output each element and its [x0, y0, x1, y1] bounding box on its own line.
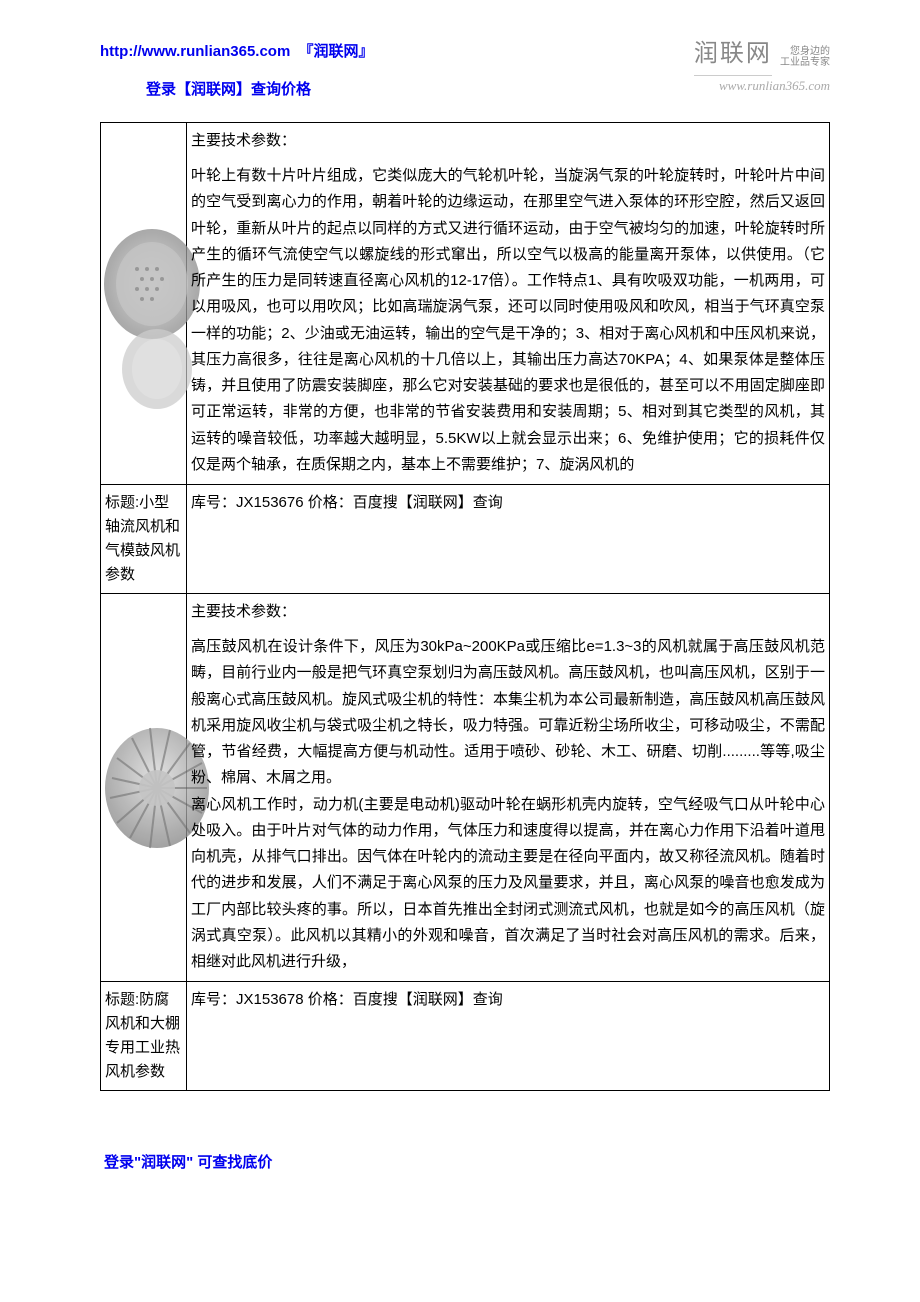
table-row: 主要技术参数： 叶轮上有数十片叶片组成，它类似庞大的气轮机叶轮，当旋涡气泵的叶轮… — [101, 123, 830, 485]
item-title: 标题:防腐风机和大棚专用工业热风机参数 — [105, 991, 180, 1080]
item-sku-price: 库号：JX153676 价格：百度搜【润联网】查询 — [191, 494, 503, 511]
left-cell-title: 标题:小型轴流风机和气模鼓风机参数 — [101, 485, 187, 594]
table-row: 标题:小型轴流风机和气模鼓风机参数 库号：JX153676 价格：百度搜【润联网… — [101, 485, 830, 594]
table-row: 主要技术参数： 高压鼓风机在设计条件下，风压为30kPa~200KPa或压缩比e… — [101, 594, 830, 982]
content-cell: 主要技术参数： 高压鼓风机在设计条件下，风压为30kPa~200KPa或压缩比e… — [187, 594, 830, 982]
left-cell-title: 标题:防腐风机和大棚专用工业热风机参数 — [101, 982, 187, 1091]
login-link[interactable]: 登录【润联网】查询价格 — [146, 78, 311, 102]
body-text: 叶轮上有数十片叶片组成，它类似庞大的气轮机叶轮，当旋涡气泵的叶轮旋转时，叶轮叶片… — [191, 163, 825, 478]
logo-url-text: www.runlian365.com — [694, 76, 830, 97]
page-header: http://www.runlian365.com 『润联网』 登录【润联网】查… — [100, 40, 830, 102]
content-cell: 主要技术参数： 叶轮上有数十片叶片组成，它类似庞大的气轮机叶轮，当旋涡气泵的叶轮… — [187, 123, 830, 485]
site-url-link[interactable]: http://www.runlian365.com — [100, 43, 290, 60]
logo-area: 润联网 您身边的工业品专家 www.runlian365.com — [694, 35, 830, 97]
item-sku-price: 库号：JX153678 价格：百度搜【润联网】查询 — [191, 991, 503, 1008]
site-name: 『润联网』 — [298, 43, 373, 60]
logo-main-text: 润联网 — [694, 35, 772, 76]
logo-sub-text: 您身边的工业品专家 — [780, 46, 830, 68]
table-row: 标题:防腐风机和大棚专用工业热风机参数 库号：JX153678 价格：百度搜【润… — [101, 982, 830, 1091]
content-cell: 库号：JX153678 价格：百度搜【润联网】查询 — [187, 982, 830, 1091]
body-text: 高压鼓风机在设计条件下，风压为30kPa~200KPa或压缩比e=1.3~3的风… — [191, 634, 825, 975]
item-title: 标题:小型轴流风机和气模鼓风机参数 — [105, 494, 180, 583]
footer-link[interactable]: 登录"润联网" 可查找底价 — [104, 1151, 830, 1175]
section-title: 主要技术参数： — [191, 600, 825, 624]
main-content-table: 主要技术参数： 叶轮上有数十片叶片组成，它类似庞大的气轮机叶轮，当旋涡气泵的叶轮… — [100, 122, 830, 1091]
content-cell: 库号：JX153676 价格：百度搜【润联网】查询 — [187, 485, 830, 594]
section-title: 主要技术参数： — [191, 129, 825, 153]
